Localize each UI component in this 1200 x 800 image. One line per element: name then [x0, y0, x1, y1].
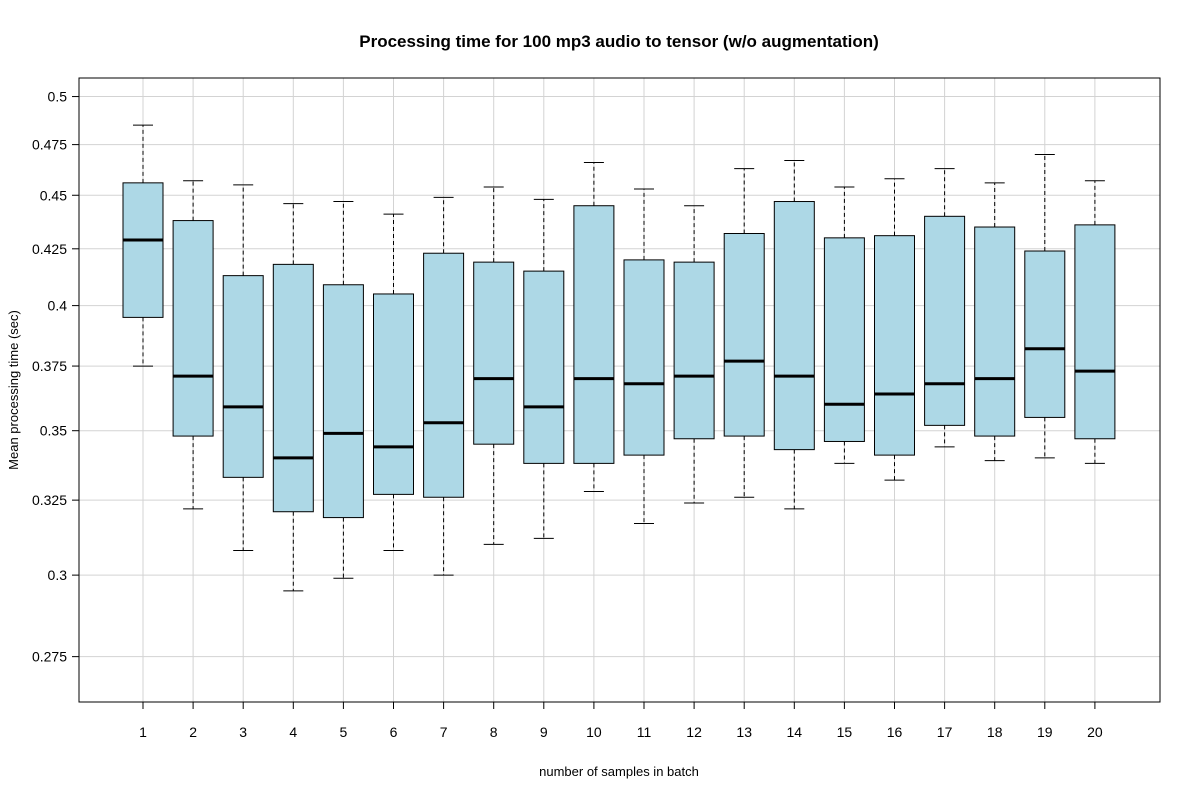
y-tick-label: 0.275 — [32, 649, 67, 665]
box-body — [623, 259, 665, 456]
y-axis: 0.275 0.3 0.325 0.35 0.375 0.4 0.425 0.45 0.475 0… — [32, 89, 79, 665]
y-tick-label: 0.475 — [32, 137, 67, 153]
x-tick-label: 5 — [340, 724, 348, 740]
box-body — [673, 261, 715, 440]
x-tick-label: 10 — [586, 724, 602, 740]
box-16 — [874, 178, 915, 481]
box-body — [473, 261, 515, 445]
box-12 — [673, 205, 715, 504]
box-body — [1024, 250, 1066, 418]
box-body — [222, 275, 264, 478]
box-4 — [272, 203, 314, 592]
box-20 — [1074, 180, 1116, 464]
box-1 — [122, 124, 164, 367]
box-body — [523, 270, 565, 464]
plot-frame — [78, 77, 1161, 703]
chart-title: Processing time for 100 mp3 audio to ten… — [359, 32, 879, 51]
box-body — [272, 263, 314, 513]
box-19 — [1024, 154, 1066, 459]
x-tick-label: 7 — [440, 724, 448, 740]
box-body — [723, 233, 765, 437]
box-8 — [473, 186, 515, 545]
box-body — [773, 201, 815, 451]
box-15 — [823, 186, 865, 464]
x-tick-label: 20 — [1087, 724, 1103, 740]
x-tick-label: 15 — [837, 724, 853, 740]
box-body — [122, 182, 164, 318]
y-tick-label: 0.425 — [32, 241, 67, 257]
box-10 — [573, 162, 615, 493]
y-axis-label: Mean processing time (sec) — [6, 310, 21, 470]
x-tick-label: 16 — [887, 724, 903, 740]
x-tick-label: 18 — [987, 724, 1003, 740]
box-18 — [974, 182, 1016, 462]
box-body — [322, 284, 364, 519]
x-tick-label: 6 — [390, 724, 398, 740]
box-body — [373, 293, 414, 495]
x-tick-label: 2 — [189, 724, 197, 740]
box-body — [573, 205, 615, 464]
box-5 — [322, 201, 364, 579]
x-tick-label: 11 — [637, 724, 652, 740]
y-tick-label: 0.4 — [48, 298, 68, 314]
y-tick-label: 0.375 — [32, 358, 67, 374]
x-tick-label: 3 — [239, 724, 247, 740]
x-tick-label: 13 — [736, 724, 752, 740]
box-body — [974, 226, 1016, 437]
x-tick-label: 19 — [1037, 724, 1053, 740]
y-tick-label: 0.35 — [40, 423, 67, 439]
box-7 — [423, 196, 465, 576]
x-tick-label: 4 — [289, 724, 297, 740]
box-body — [823, 237, 865, 442]
x-tick-label: 14 — [787, 724, 803, 740]
box-2 — [172, 180, 214, 510]
x-tick-label: 9 — [540, 724, 548, 740]
box-body — [172, 220, 214, 437]
box-14 — [773, 160, 815, 510]
box-body — [1074, 224, 1116, 440]
box-3 — [222, 184, 264, 551]
box-9 — [523, 198, 565, 539]
box-body — [924, 215, 966, 426]
x-axis: 1 2 3 4 5 6 7 8 9 10 11 12 13 14 15 16 17 18 19 20 — [139, 702, 1103, 740]
box-17 — [924, 168, 966, 448]
y-tick-label: 0.5 — [48, 89, 68, 105]
boxes — [122, 124, 1116, 592]
box-body — [874, 235, 915, 456]
box-13 — [723, 168, 765, 498]
box-11 — [623, 188, 665, 524]
x-tick-label: 8 — [490, 724, 498, 740]
x-tick-label: 1 — [139, 724, 147, 740]
x-axis-label: number of samples in batch — [539, 764, 699, 779]
x-tick-label: 12 — [686, 724, 702, 740]
y-tick-label: 0.45 — [40, 187, 67, 203]
y-tick-label: 0.325 — [32, 492, 67, 508]
x-tick-label: 17 — [937, 724, 953, 740]
y-tick-label: 0.3 — [48, 567, 68, 583]
box-6 — [373, 213, 414, 551]
box-body — [423, 252, 465, 498]
